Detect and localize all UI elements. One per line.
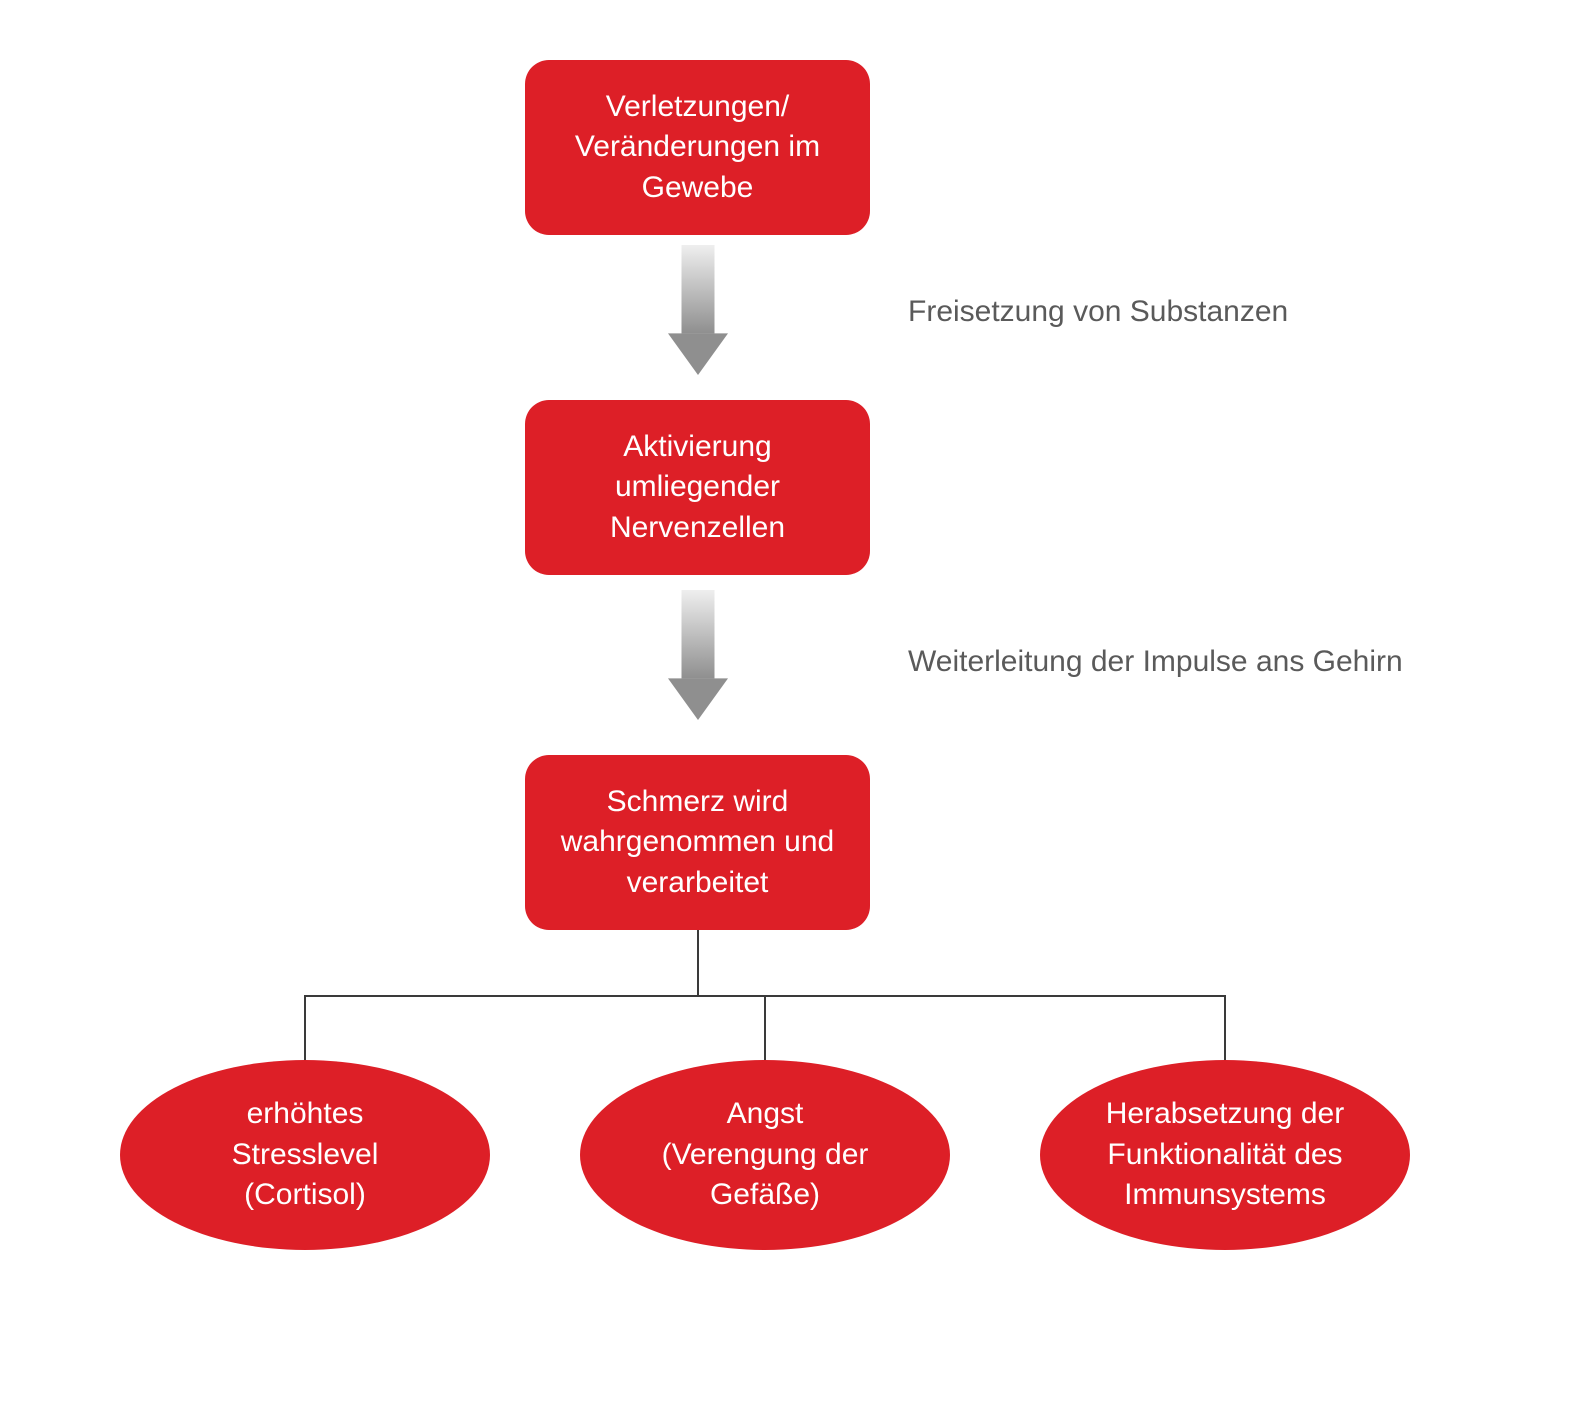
node-n2: Aktivierung umliegender Nervenzellen — [525, 400, 870, 575]
connector-drop_r — [1224, 995, 1226, 1060]
arrow-n2-n3 — [668, 590, 728, 720]
node-e2-label: Angst (Verengung der Gefäße) — [662, 1094, 869, 1216]
connector-drop_m — [764, 995, 766, 1060]
node-n1: Verletzungen/ Veränderungen im Gewebe — [525, 60, 870, 235]
node-e1: erhöhtes Stresslevel (Cortisol) — [120, 1060, 490, 1250]
node-e3: Herabsetzung der Funktionalität des Immu… — [1040, 1060, 1410, 1250]
arrow-label-1: Weiterleitung der Impulse ans Gehirn — [908, 645, 1403, 679]
connector-trunk — [697, 930, 699, 995]
node-n2-label: Aktivierung umliegender Nervenzellen — [610, 427, 785, 549]
arrow-label-0: Freisetzung von Substanzen — [908, 295, 1288, 329]
node-e2: Angst (Verengung der Gefäße) — [580, 1060, 950, 1250]
arrow-n1-n2 — [668, 245, 728, 375]
connector-drop_l — [304, 995, 306, 1060]
node-e1-label: erhöhtes Stresslevel (Cortisol) — [232, 1094, 379, 1216]
node-n3: Schmerz wird wahrgenommen und verarbeite… — [525, 755, 870, 930]
node-e3-label: Herabsetzung der Funktionalität des Immu… — [1106, 1094, 1344, 1216]
node-n3-label: Schmerz wird wahrgenommen und verarbeite… — [561, 782, 835, 904]
node-n1-label: Verletzungen/ Veränderungen im Gewebe — [575, 87, 820, 209]
